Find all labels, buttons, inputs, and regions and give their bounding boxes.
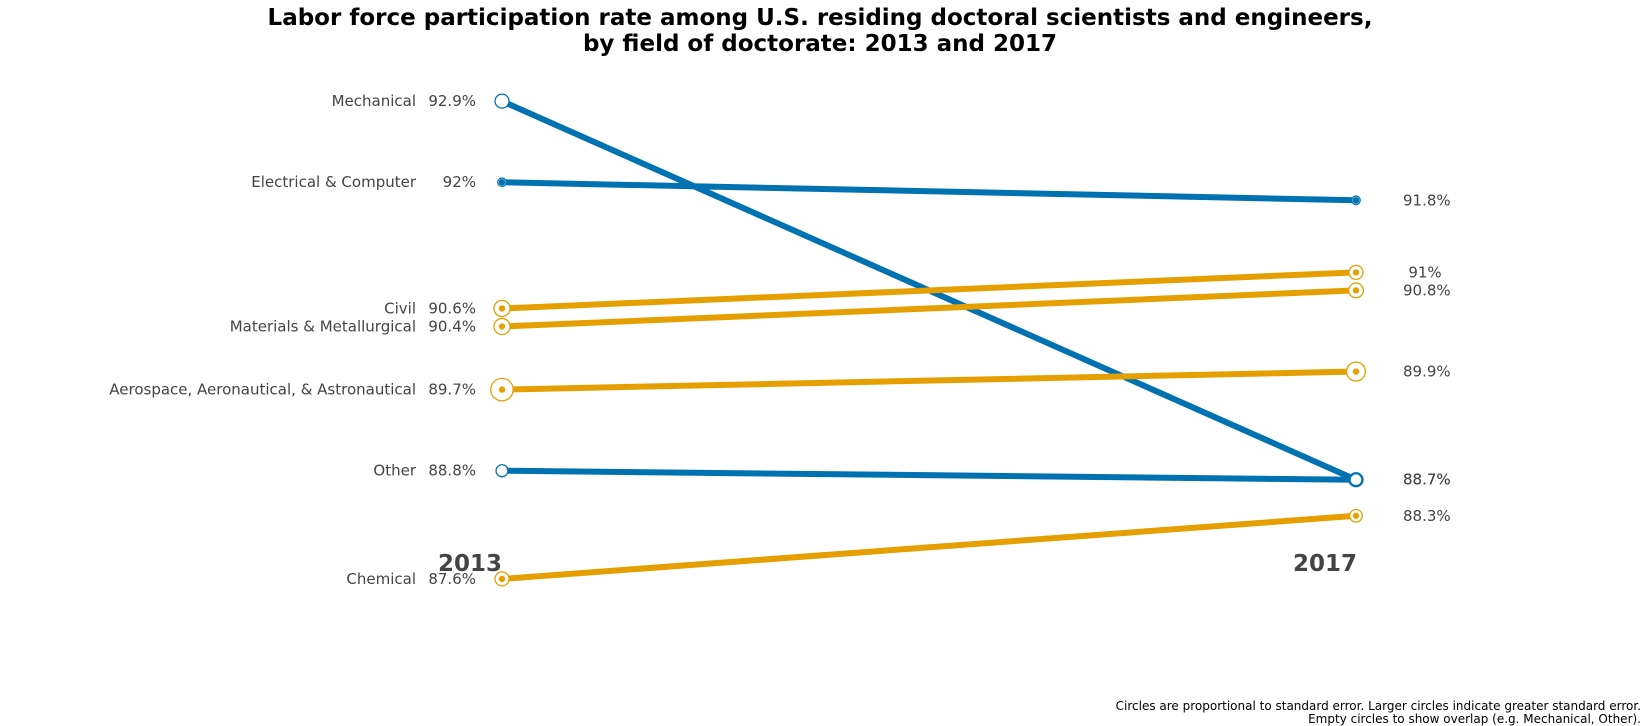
value-label-civil-2013: 90.6% bbox=[428, 299, 476, 317]
row-label-materials-metallurgical: Materials & Metallurgical bbox=[230, 317, 416, 335]
footnote-line-2: Empty circles to show overlap (e.g. Mech… bbox=[1308, 712, 1641, 726]
series-lines bbox=[499, 98, 1359, 582]
value-label-aerospace-aeronautical-astronautical-2017: 89.9% bbox=[1403, 363, 1451, 381]
marker-dot-materials-metallurgical-2017 bbox=[1352, 287, 1360, 294]
marker-mechanical-2013 bbox=[494, 93, 510, 109]
chart-title-line-1: Labor force participation rate among U.S… bbox=[268, 5, 1373, 31]
series-line-civil bbox=[499, 269, 1359, 312]
value-label-electrical-computer-2017: 91.8% bbox=[1403, 191, 1451, 209]
x-tick-label-2013: 2013 bbox=[438, 551, 502, 577]
marker-dot-electrical-computer-2013 bbox=[498, 179, 506, 186]
value-label-other-2017: 88.7% bbox=[1403, 471, 1451, 489]
value-label-civil-2017: 91% bbox=[1408, 263, 1441, 281]
x-tick-label-2017: 2017 bbox=[1293, 551, 1357, 577]
row-label-other: Other bbox=[373, 462, 416, 480]
marker-dot-civil-2013 bbox=[498, 305, 506, 312]
series-markers bbox=[490, 93, 1367, 587]
marker-dot-materials-metallurgical-2013 bbox=[498, 323, 506, 330]
row-label-civil: Civil bbox=[384, 299, 416, 317]
marker-dot-electrical-computer-2017 bbox=[1352, 197, 1360, 204]
series-line-aerospace-aeronautical-astronautical bbox=[499, 368, 1359, 393]
marker-dot-chemical-2017 bbox=[1352, 512, 1360, 519]
marker-dot-chemical-2013 bbox=[498, 575, 506, 583]
value-label-materials-metallurgical-2017: 90.8% bbox=[1403, 281, 1451, 299]
chart-title-line-2: by field of doctorate: 2013 and 2017 bbox=[583, 31, 1057, 57]
marker-dot-civil-2017 bbox=[1352, 269, 1360, 276]
series-line-materials-metallurgical bbox=[499, 287, 1359, 330]
value-label-electrical-computer-2013: 92% bbox=[443, 173, 476, 191]
row-label-electrical-computer: Electrical & Computer bbox=[251, 173, 417, 191]
row-label-chemical: Chemical bbox=[346, 570, 416, 588]
marker-other-2017 bbox=[1349, 473, 1363, 487]
footnote-line-1: Circles are proportional to standard err… bbox=[1116, 699, 1641, 713]
series-line-other bbox=[499, 467, 1359, 483]
series-line-chemical bbox=[499, 512, 1359, 582]
row-label-aerospace-aeronautical-astronautical: Aerospace, Aeronautical, & Astronautical bbox=[109, 381, 416, 399]
value-label-mechanical-2013: 92.9% bbox=[428, 92, 476, 110]
value-label-chemical-2017: 88.3% bbox=[1403, 507, 1451, 525]
marker-other-2013 bbox=[495, 464, 509, 478]
series-line-electrical-computer bbox=[499, 179, 1359, 204]
value-label-chemical-2013: 87.6% bbox=[428, 570, 476, 588]
marker-dot-aerospace-aeronautical-astronautical-2013 bbox=[498, 386, 506, 393]
value-label-other-2013: 88.8% bbox=[428, 462, 476, 480]
value-label-mechanical-2017: 88.7% bbox=[1403, 471, 1451, 489]
series-labels: Mechanical 92.9% 88.7% Electrical & Compute… bbox=[109, 92, 1450, 588]
row-label-mechanical: Mechanical bbox=[332, 92, 416, 110]
value-label-aerospace-aeronautical-astronautical-2013: 89.7% bbox=[428, 381, 476, 399]
value-label-materials-metallurgical-2013: 90.4% bbox=[428, 317, 476, 335]
marker-dot-aerospace-aeronautical-astronautical-2017 bbox=[1352, 368, 1360, 375]
